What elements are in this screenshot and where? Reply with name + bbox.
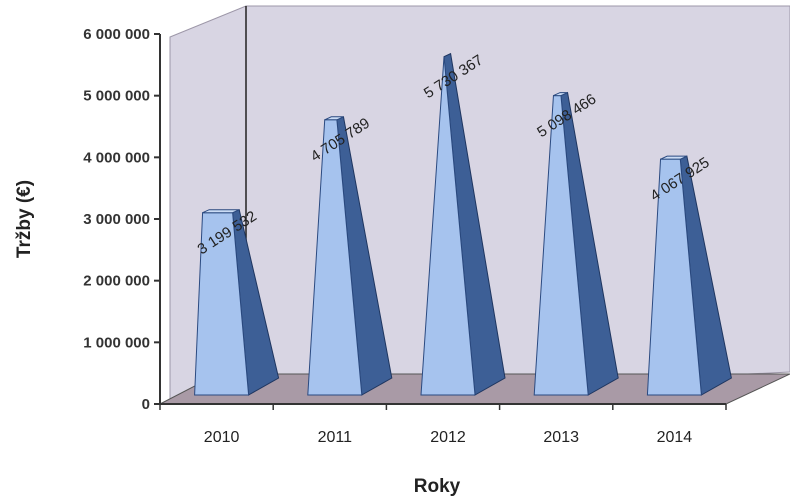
x-tick-label: 2014	[657, 429, 693, 446]
x-tick-label: 2013	[543, 429, 579, 446]
y-tick-label: 4 000 000	[83, 149, 150, 166]
bars	[194, 52, 732, 396]
bar-2013	[533, 91, 619, 396]
bar-top-face	[324, 116, 344, 121]
x-tick-label: 2011	[318, 429, 353, 446]
y-tick-label: 6 000 000	[83, 26, 150, 43]
y-tick-label: 2 000 000	[83, 273, 150, 290]
bar-2012	[420, 52, 506, 396]
x-ticks: 2010 2011 2012 2013 2014	[159, 404, 727, 446]
bar-top-face	[553, 92, 568, 97]
y-axis-title: Tržby (€)	[14, 180, 35, 258]
x-axis-title: Roky	[414, 476, 461, 497]
y-tick-label: 0	[142, 396, 150, 413]
y-tick-label: 3 000 000	[83, 211, 150, 228]
y-ticks: 0 1 000 000 2 000 000 3 000 000 4 000 000 5 0…	[83, 26, 160, 413]
bar-2014	[646, 155, 732, 396]
x-tick-label: 2010	[204, 429, 240, 446]
x-tick-label: 2012	[430, 429, 466, 446]
bar-2010	[194, 208, 280, 396]
bar-front-face	[420, 56, 476, 396]
y-tick-label: 5 000 000	[83, 88, 150, 105]
bar-top-face	[660, 155, 688, 160]
bar-top-face	[202, 209, 240, 214]
bar-2011	[307, 116, 393, 396]
y-tick-label: 1 000 000	[83, 334, 150, 351]
